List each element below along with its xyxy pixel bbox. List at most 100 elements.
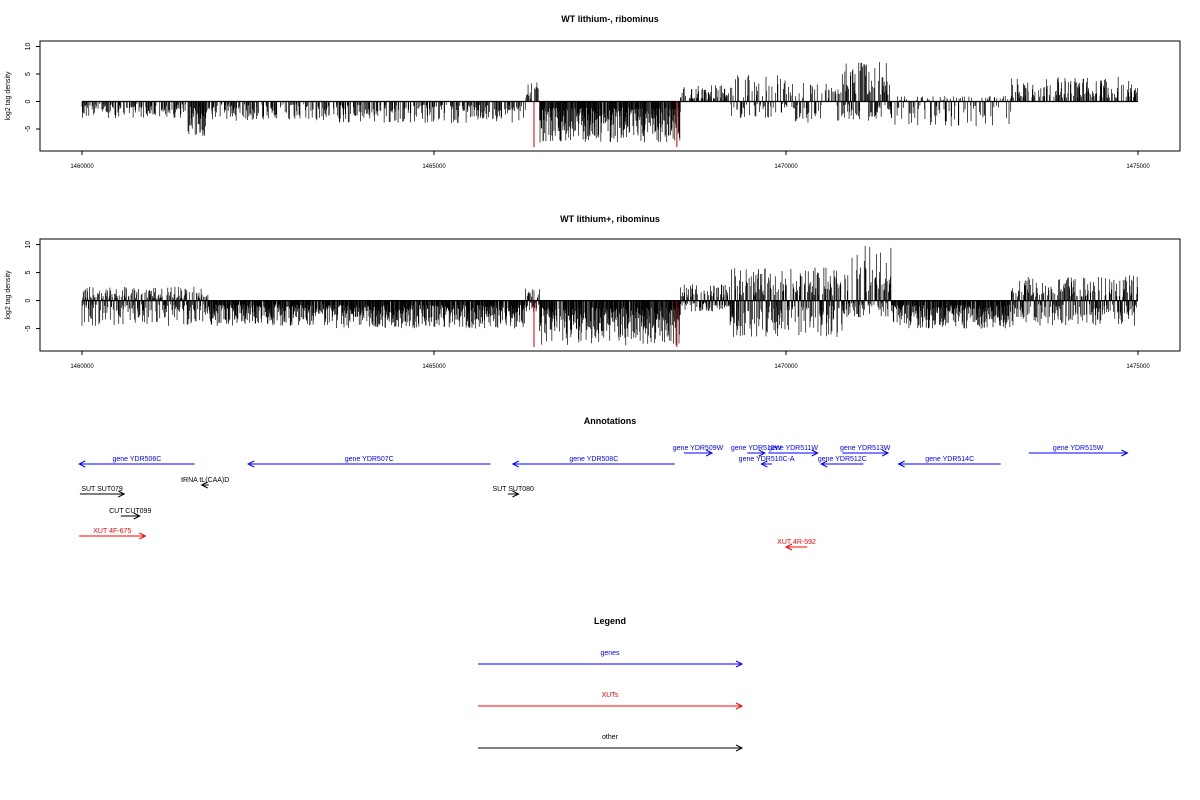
plot-frame [39,238,1181,352]
arrow-head [811,449,819,457]
feature-gene-ydr515w: gene YDR515W [1028,445,1129,457]
arrow-head [139,532,147,540]
feature-label: CUT CUT099 [109,508,151,515]
legend-item-xut: XUTs [478,692,744,710]
x-tick-label: 1460000 [70,164,94,170]
feature-label: gene YDR514C [925,456,974,463]
panel-title: WT lithium+, ribominus [560,214,660,224]
feature-label: gene YDR510W [731,445,782,452]
arrow-head [200,481,208,489]
x-tick-label: 1465000 [422,364,446,370]
track-panel-1: WT lithium-, ribominus log2 tag density -5… [5,14,1181,170]
y-tick-label: -5 [25,126,32,132]
feature-label: gene YDR506C [112,456,161,463]
feature-arrow [842,449,890,457]
y-tick-label: -5 [25,325,32,331]
feature-gene-ydr510c-a: gene YDR510C-A [739,456,795,468]
feature-arrow [247,460,491,468]
x-tick-label: 1475000 [1126,164,1150,170]
feature-label: SUT SUT080 [492,486,534,493]
arrow-head [820,460,828,468]
arrow-head [784,543,793,551]
legend-item-gene: genes [478,650,744,668]
legend-label: other [602,734,619,741]
plot-frame [39,40,1181,152]
feature-label: gene YDR510C-A [739,456,795,463]
y-tick-label: 0 [25,299,32,303]
y-axis-label: log2 tag density [5,71,12,121]
feature-gene-ydr513w: gene YDR513W [840,445,891,457]
legend-items: genes XUTs other [478,650,744,752]
legend-item-other: other [478,734,744,752]
feature-arrow [897,460,1001,468]
feature-label: gene YDR511W [768,445,818,452]
feature-label: XUT 4F-675 [93,528,131,535]
arrow-head [735,702,744,710]
feature-gene-ydr507c: gene YDR507C [247,456,491,468]
feature-gene-ydr506c: gene YDR506C [78,456,195,468]
arrow-head [760,460,768,468]
feature-arrow [79,490,126,498]
y-tick-label: 5 [25,271,32,275]
feature-gene-ydr514c: gene YDR514C [897,456,1001,468]
arrow-head [735,660,744,668]
feature-label: tRNA tL(CAA)D [181,477,229,484]
arrow-head [78,460,86,468]
feature-gene-ydr511w: gene YDR511W [768,445,819,457]
legend-arrow [478,702,744,710]
y-tick-label: 10 [25,241,32,249]
feature-gene-ydr509w: gene YDR509W [673,445,724,457]
feature-arrow [511,460,675,468]
feature-arrow [760,460,772,468]
signal-bars [81,245,1138,346]
feature-label: gene YDR509W [673,445,724,452]
feature-arrow [1028,449,1129,457]
legend-arrow [478,744,744,752]
legend-arrow [478,660,744,668]
y-tick-label: 5 [25,72,32,76]
feature-gene-ydr510w: gene YDR510W [731,445,782,457]
arrow-head [118,490,126,498]
feature-label: SUT SUT079 [81,486,123,493]
x-tick-label: 1460000 [70,364,94,370]
feature-trna-tl-caa-d: tRNA tL(CAA)D [181,477,229,489]
feature-arrow [120,512,141,520]
track-panel-2: WT lithium+, ribominus log2 tag density -5… [5,214,1181,370]
arrow-head [512,490,520,498]
feature-arrow [747,449,766,457]
x-tick-label: 1475000 [1126,364,1150,370]
feature-arrow [784,543,808,551]
legend-label: XUTs [602,692,619,699]
annotations-panel: Annotations gene YDR506C gene YDR507C gene… [78,416,1129,551]
legend-panel: Legend genes XUTs other [478,616,744,752]
arrow-head [511,460,520,468]
feature-arrow [683,449,714,457]
feature-label: gene YDR507C [345,456,394,463]
feature-gene-ydr508c: gene YDR508C [511,456,675,468]
feature-arrow [507,490,520,498]
arrow-head [758,449,766,457]
feature-arrow [200,481,209,489]
arrow-head [133,512,141,520]
x-tick-label: 1470000 [774,364,798,370]
x-tick-label: 1470000 [774,164,798,170]
track-panels: WT lithium-, ribominus log2 tag density -5… [5,14,1181,370]
feature-label: XUT 4R-592 [777,539,816,546]
arrow-head [1121,449,1129,457]
feature-xut-4r-592: XUT 4R-592 [777,539,816,551]
x-tick-label: 1465000 [422,164,446,170]
feature-sut-sut079: SUT SUT079 [79,486,126,498]
annotations-title: Annotations [584,416,637,426]
y-tick-label: 0 [25,99,32,103]
arrow-head [897,460,905,468]
feature-cut-cut099: CUT CUT099 [109,508,151,520]
legend-title: Legend [594,616,626,626]
feature-label: gene YDR512C [818,456,867,463]
feature-arrow [79,532,147,540]
panel-title: WT lithium-, ribominus [561,14,659,24]
feature-gene-ydr512c: gene YDR512C [818,456,867,468]
feature-label: gene YDR508C [569,456,618,463]
signal-bars [81,62,1138,143]
arrow-head [735,744,744,752]
